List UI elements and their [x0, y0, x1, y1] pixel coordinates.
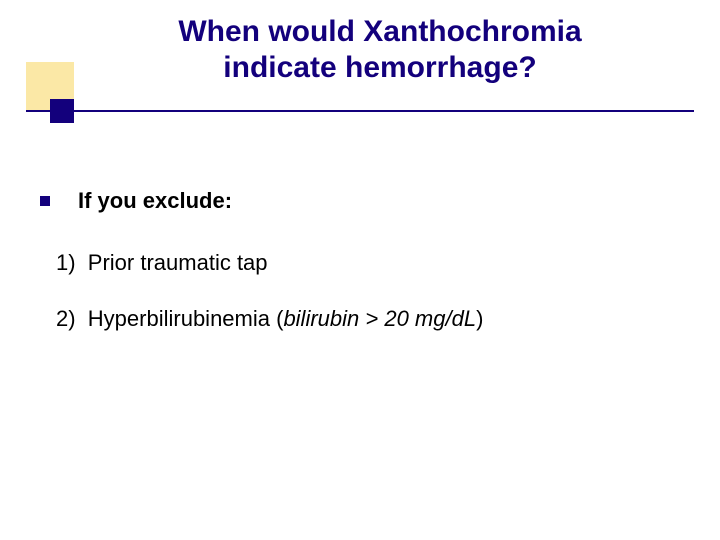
lead-text: If you exclude: [78, 188, 232, 214]
list-item: 2) Hyperbilirubinemia (bilirubin > 20 mg… [56, 306, 680, 332]
lead-row: If you exclude: [40, 188, 680, 214]
bullet-square-icon [40, 196, 50, 206]
item-italic: bilirubin > 20 mg/dL [283, 306, 476, 331]
title-line-1: When would Xanthochromia [178, 15, 581, 48]
list-item: 1) Prior traumatic tap [56, 250, 680, 276]
decor-navy-square [50, 99, 74, 123]
body-area: If you exclude: 1) Prior traumatic tap 2… [40, 188, 680, 362]
slide: When would Xanthochromia indicate hemorr… [0, 0, 720, 540]
item-number: 1) [56, 250, 76, 275]
title-underline [26, 110, 694, 112]
item-number: 2) [56, 306, 76, 331]
item-paren-open: ( [270, 306, 283, 331]
item-text: Prior traumatic tap [88, 250, 268, 275]
item-paren-close: ) [476, 306, 483, 331]
item-text: Hyperbilirubinemia [88, 306, 270, 331]
title-area: When would Xanthochromia indicate hemorr… [80, 14, 680, 86]
slide-title: When would Xanthochromia indicate hemorr… [80, 14, 680, 86]
title-line-2: indicate hemorrhage? [223, 51, 536, 84]
